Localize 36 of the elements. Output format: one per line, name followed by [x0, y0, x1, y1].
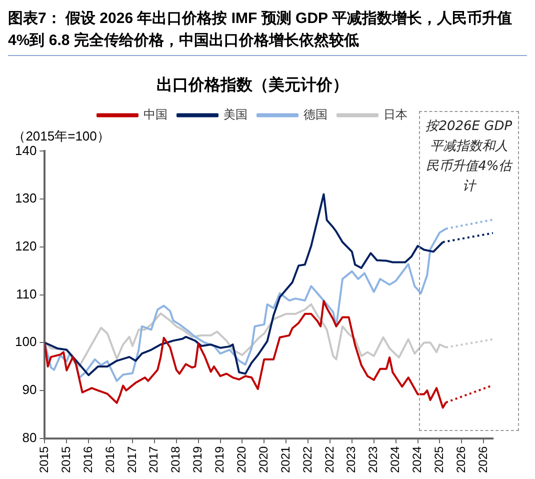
x-tick-label: 2020 [256, 446, 270, 474]
x-tick-label: 2017 [146, 446, 161, 474]
legend-label: 德国 [304, 108, 328, 122]
x-tick-label: 2017 [124, 446, 139, 474]
legend-label: 中国 [144, 108, 168, 122]
legend-label: 日本 [384, 108, 408, 122]
x-tick-label: 2016 [102, 446, 117, 474]
y-tick-label: 110 [16, 286, 37, 302]
x-tick-label: 2023 [344, 446, 358, 474]
x-tick-label: 2024 [410, 446, 424, 474]
x-tick-label: 2024 [388, 446, 402, 474]
x-tick-label: 2023 [366, 446, 380, 474]
x-tick-label: 2022 [322, 446, 336, 474]
x-tick-label: 2021 [278, 446, 292, 474]
x-tick-label: 2015 [58, 446, 73, 474]
x-tick-label: 2019 [190, 446, 205, 474]
y-tick-label: 140 [14, 142, 37, 158]
x-tick-label: 2020 [234, 446, 249, 474]
y-axis-title: （2015年=100） [12, 128, 110, 144]
x-tick-label: 2025 [432, 446, 446, 474]
annotation: 按2026E GDP平减指数和人民币升值4%估计 [424, 118, 513, 196]
x-tick-label: 2019 [212, 446, 227, 474]
y-tick-label: 130 [14, 190, 37, 206]
y-tick-label: 120 [14, 238, 37, 254]
x-tick-label: 2016 [80, 446, 95, 474]
x-tick-label: 2015 [37, 446, 51, 474]
chart-title: 图表7： 假设 2026 年出口价格按 IMF 预测 GDP 平减指数增长，人民币升值 4%到 6.8 完全传给价格，中国出口价格增长依然较低 [8, 8, 527, 56]
x-tick-label: 2026 [454, 446, 468, 474]
y-tick-label: 100 [14, 334, 37, 350]
chart-subtitle: 出口价格指数（美元计价） [156, 75, 348, 94]
x-tick-label: 2022 [300, 446, 314, 474]
x-tick-label: 2018 [168, 446, 183, 474]
legend-label: 美国 [224, 108, 248, 122]
y-tick-label: 80 [22, 430, 37, 445]
y-tick-label: 90 [22, 382, 37, 398]
x-tick-label: 2026 [476, 446, 490, 474]
